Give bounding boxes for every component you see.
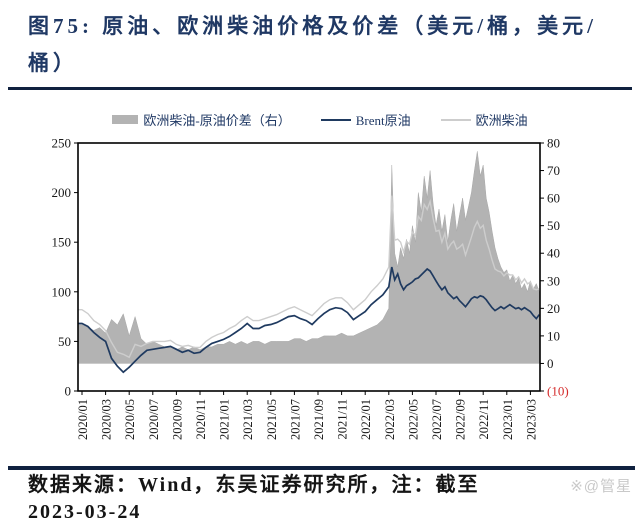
y-right-tick-label: 20 <box>547 301 560 316</box>
brent-line-swatch-icon <box>320 118 351 121</box>
y-right-tick-label: 60 <box>547 191 560 206</box>
y-right-tick-label: 80 <box>547 136 560 151</box>
x-tick-label: 2021/07 <box>288 399 302 440</box>
chart-legend: 欧洲柴油-原油价差（右） Brent原油 欧洲柴油 <box>0 110 640 129</box>
y-left-tick-label: 0 <box>65 384 72 399</box>
y-right-tick-label: 30 <box>547 273 560 288</box>
x-tick-label: 2022/05 <box>406 399 420 440</box>
y-right-tick-label: (10) <box>547 384 569 399</box>
x-tick-label: 2022/11 <box>477 399 491 440</box>
x-tick-label: 2020/05 <box>123 399 137 440</box>
x-tick-label: 2022/01 <box>359 399 373 440</box>
footer-divider <box>8 466 635 470</box>
x-tick-label: 2023/03 <box>524 399 538 440</box>
plot-border <box>77 142 541 392</box>
legend-item-diesel: 欧洲柴油 <box>440 110 528 129</box>
legend-label-spread: 欧洲柴油-原油价差（右） <box>143 113 291 128</box>
x-tick-label: 2020/09 <box>170 399 184 440</box>
legend-label-diesel: 欧洲柴油 <box>475 113 528 128</box>
legend-item-spread: 欧洲柴油-原油价差（右） <box>112 110 291 129</box>
diesel-line-swatch-icon <box>440 118 471 121</box>
title-divider <box>8 87 632 90</box>
x-tick-label: 2022/03 <box>383 399 397 440</box>
legend-label-brent: Brent原油 <box>355 113 411 128</box>
legend-item-brent: Brent原油 <box>320 110 411 129</box>
figure-title: 图75: 原油、欧洲柴油价格及价差（美元/桶，美元/桶） <box>28 14 597 75</box>
y-right-tick-label: 70 <box>547 163 560 178</box>
x-tick-label: 2022/07 <box>430 399 444 440</box>
source-note: 数据来源：Wind，东吴证券研究所，注：截至 2023-03-24 <box>28 472 479 526</box>
x-tick-label: 2020/07 <box>147 399 161 440</box>
axis-ticks <box>74 142 544 395</box>
x-tick-label: 2020/03 <box>100 399 114 440</box>
spread-area <box>78 151 540 364</box>
y-right-tick-label: 0 <box>547 356 554 371</box>
x-tick-label: 2021/05 <box>265 399 279 440</box>
x-tick-label: 2021/09 <box>312 399 326 440</box>
watermark: ※@管星 <box>570 478 632 495</box>
brent-line <box>78 266 540 374</box>
y-right-tick-label: 10 <box>547 328 560 343</box>
y-left-tick-label: 100 <box>52 284 72 299</box>
spread-area-swatch-icon <box>112 115 139 124</box>
plot-series <box>78 151 540 374</box>
y-left-tick-label: 150 <box>52 235 72 250</box>
y-right-tick-label: 50 <box>547 218 560 233</box>
x-tick-label: 2023/01 <box>501 399 515 440</box>
x-tick-label: 2021/03 <box>241 399 255 440</box>
x-tick-label: 2021/11 <box>336 399 350 440</box>
x-tick-label: 2022/09 <box>454 399 468 440</box>
diesel-line <box>78 195 540 359</box>
y-left-tick-label: 200 <box>52 185 72 200</box>
source-note-line2: 2023-03-24 <box>28 501 142 523</box>
x-tick-label: 2020/11 <box>194 399 208 440</box>
y-left-tick-label: 50 <box>58 334 71 349</box>
y-left-tick-label: 250 <box>52 136 72 151</box>
price-chart: 0 50 100 150 200 250 (10) 0 10 20 30 40 50 60 70 80 2020… <box>0 133 640 463</box>
y-right-tick-label: 40 <box>547 246 560 261</box>
x-tick-label: 2020/01 <box>76 399 90 440</box>
price-chart-svg: 0 50 100 150 200 250 (10) 0 10 20 30 40 50 60 70 80 2020… <box>52 136 569 440</box>
axis-labels: 0 50 100 150 200 250 (10) 0 10 20 30 40 50 60 70 80 2020… <box>52 136 569 440</box>
x-tick-label: 2021/01 <box>218 399 232 440</box>
source-note-line1: 数据来源：Wind，东吴证券研究所，注：截至 <box>28 474 480 496</box>
